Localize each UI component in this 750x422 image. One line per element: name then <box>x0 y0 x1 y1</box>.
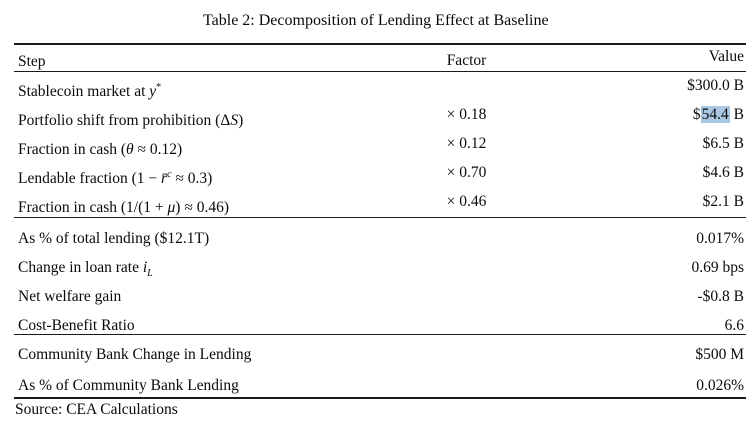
step-cell: Fraction in cash (1/(1 + μ) ≈ 0.46) <box>14 188 384 218</box>
value-cell: $54.4 B <box>549 101 746 130</box>
header-row: Step Factor Value <box>14 44 746 72</box>
step-label-end: ≈ 0.12) <box>133 141 183 158</box>
value-suffix: B <box>729 106 744 123</box>
value-cell: $2.1 B <box>702 193 744 210</box>
value-cell: $300.0 B <box>687 77 744 94</box>
step-cell: As % of total lending ($12.1T) <box>18 230 210 247</box>
table-row: Fraction in cash (θ ≈ 0.12) × 0.12 $6.5 … <box>14 130 746 159</box>
step-cell: Fraction in cash (θ ≈ 0.12) <box>14 130 384 159</box>
source-note: Source: CEA Calculations <box>15 401 178 418</box>
decomposition-block: Stablecoin market at y* $300.0 B Portfol… <box>14 72 746 218</box>
value-cell: 6.6 <box>724 317 744 334</box>
factor-cell <box>384 218 549 248</box>
factor-cell: × 0.46 <box>446 193 487 210</box>
step-cell: Change in loan rate iL <box>14 247 384 280</box>
value-cell: 0.69 bps <box>691 259 744 276</box>
math-superscript: * <box>156 81 162 93</box>
step-label: Fraction in cash ( <box>18 141 127 158</box>
step-label: Lendable fraction (1 − <box>18 170 162 187</box>
value-cell: -$0.8 B <box>697 288 745 305</box>
value-cell: 0.017% <box>696 230 744 247</box>
table-row: Portfolio shift from prohibition (ΔS) × … <box>14 101 746 130</box>
step-cell: Net welfare gain <box>18 288 122 305</box>
table-row: As % of total lending ($12.1T) 0.017% <box>14 218 746 248</box>
value-cell: $4.6 B <box>702 164 744 181</box>
value-cell: $500 M <box>695 346 744 363</box>
table-row: Fraction in cash (1/(1 + μ) ≈ 0.46) × 0.… <box>14 188 746 218</box>
value-cell: $6.5 B <box>702 135 744 152</box>
table-row: Net welfare gain -$0.8 B <box>14 276 746 305</box>
community-bank-block: Community Bank Change in Lending $500 M … <box>14 335 746 398</box>
step-cell: Stablecoin market at y* <box>14 72 384 102</box>
step-cell: Portfolio shift from prohibition (ΔS) <box>14 101 384 130</box>
selected-text: 54.4 <box>700 106 730 123</box>
table-row: Stablecoin market at y* $300.0 B <box>14 72 746 102</box>
table-container: Step Factor Value Stablecoin market at y… <box>14 43 746 399</box>
table-row: Cost-Benefit Ratio 6.6 <box>14 305 746 335</box>
table-title: Table 2: Decomposition of Lending Effect… <box>203 12 549 29</box>
step-label-end: ) ≈ 0.46) <box>175 199 229 216</box>
step-label: Fraction in cash (1/(1 + <box>18 199 168 216</box>
column-header-step: Step <box>18 53 46 70</box>
math-var: θ <box>126 141 134 158</box>
summary-block: As % of total lending ($12.1T) 0.017% Ch… <box>14 218 746 335</box>
math-var: r̄ <box>161 170 168 187</box>
factor-cell: × 0.70 <box>446 164 487 181</box>
factor-cell <box>384 366 549 398</box>
step-label-end: ) <box>238 112 244 129</box>
step-cell: Community Bank Change in Lending <box>18 346 252 363</box>
step-label-end: ≈ 0.3) <box>171 170 213 187</box>
math-var: μ <box>167 199 176 216</box>
factor-cell <box>384 72 549 102</box>
factor-cell: × 0.12 <box>446 135 487 152</box>
table-row: Community Bank Change in Lending $500 M <box>14 335 746 367</box>
math-var: i <box>142 259 148 276</box>
step-label: Portfolio shift from prohibition (Δ <box>18 112 231 129</box>
factor-cell <box>384 305 549 335</box>
decomposition-table: Step Factor Value Stablecoin market at y… <box>14 43 746 399</box>
column-header-value: Value <box>708 48 744 65</box>
factor-cell <box>384 276 549 305</box>
step-cell: As % of Community Bank Lending <box>18 377 239 394</box>
math-var: y <box>149 83 157 100</box>
step-cell: Cost-Benefit Ratio <box>18 317 135 334</box>
column-header-factor: Factor <box>446 52 487 69</box>
factor-cell <box>384 247 549 276</box>
table-row: As % of Community Bank Lending 0.026% <box>14 366 746 398</box>
factor-cell <box>384 335 549 367</box>
step-cell: Lendable fraction (1 − r̄c ≈ 0.3) <box>14 159 384 188</box>
factor-cell: × 0.18 <box>446 106 487 123</box>
math-var: S <box>230 112 239 129</box>
math-superscript: c <box>167 168 172 180</box>
step-label: Stablecoin market at <box>18 83 150 100</box>
table-row: Change in loan rate iL 0.69 bps <box>14 247 746 280</box>
step-label: Change in loan rate <box>18 259 143 276</box>
math-subscript: L <box>147 268 153 280</box>
value-cell: 0.026% <box>696 377 744 394</box>
value-prefix: $ <box>692 106 701 123</box>
table-row: Lendable fraction (1 − r̄c ≈ 0.3) × 0.70… <box>14 159 746 188</box>
